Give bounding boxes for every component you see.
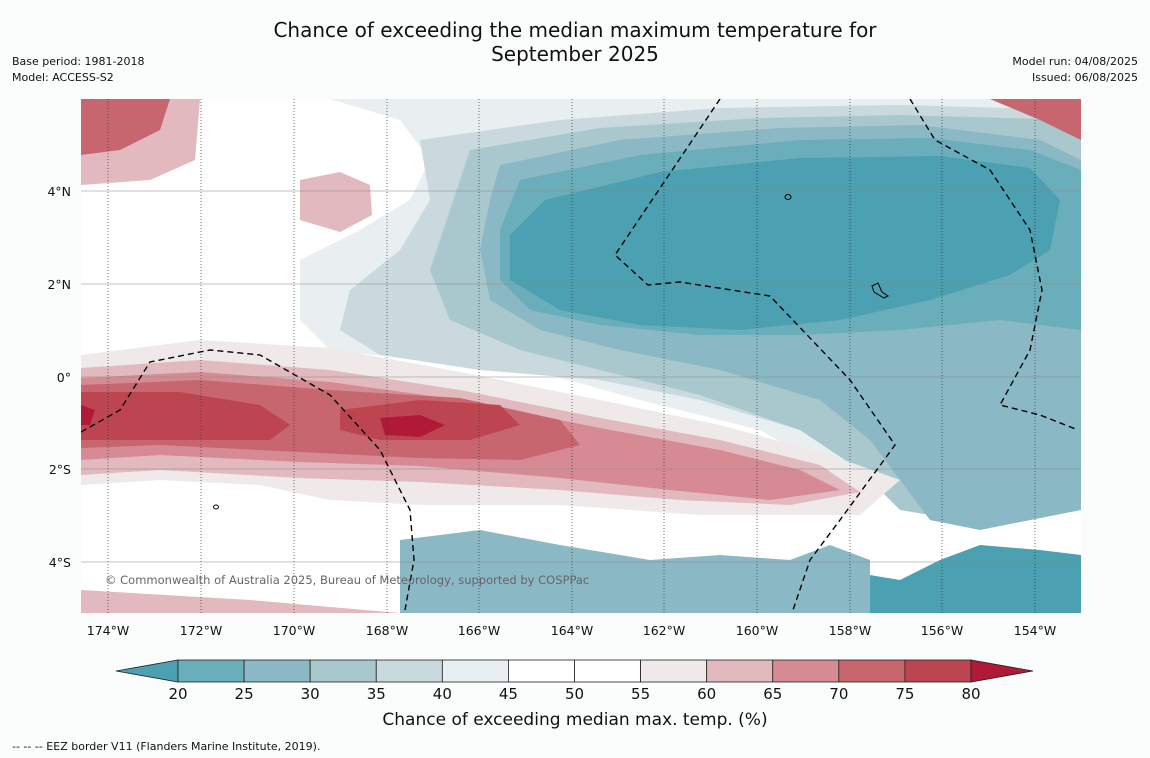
colorbar-tick-label: 20 — [168, 685, 187, 703]
lat-label: 2°N — [47, 277, 71, 292]
colorbar: 20 25 30 35 40 45 50 55 60 65 70 75 80 — [115, 659, 1034, 703]
colorbar-tick-label: 35 — [367, 685, 386, 703]
lon-label: 158°W — [829, 623, 871, 638]
zone-warm-southwest — [81, 590, 400, 613]
lon-label: 168°W — [366, 623, 408, 638]
colorbar-segment — [574, 659, 641, 683]
title-line-1: Chance of exceeding the median maximum t… — [273, 18, 877, 42]
lat-label: 0° — [57, 370, 71, 385]
eez-legend: -- -- -- EEZ border V11 (Flanders Marine… — [12, 740, 321, 753]
lon-label: 174°W — [87, 623, 129, 638]
colorbar-extend-low — [115, 659, 179, 683]
colorbar-extend-high — [970, 659, 1034, 683]
zone-warm-northeast — [990, 99, 1081, 140]
colorbar-tick-label: 50 — [565, 685, 584, 703]
base-info: Base period: 1981-2018 Model: ACCESS-S2 — [12, 54, 144, 86]
map-title: Chance of exceeding the median maximum t… — [0, 18, 1150, 66]
colorbar-segment — [508, 659, 575, 683]
lon-label: 156°W — [921, 623, 963, 638]
lon-label: 160°W — [736, 623, 778, 638]
colorbar-tick-label: 80 — [961, 685, 980, 703]
zone-warm-northwest-core — [81, 99, 170, 155]
lon-label: 154°W — [1014, 623, 1056, 638]
colorbar-tick-label: 60 — [697, 685, 716, 703]
colorbar-tick-label: 30 — [301, 685, 320, 703]
eez-borders — [81, 99, 1079, 611]
lon-label: 164°W — [551, 623, 593, 638]
lon-label: 172°W — [180, 623, 222, 638]
colorbar-tick-label: 75 — [895, 685, 914, 703]
colorbar-tick-label: 45 — [499, 685, 518, 703]
colorbar-segment — [772, 659, 840, 683]
lon-label: 162°W — [643, 623, 685, 638]
map-plot-area: © Commonwealth of Australia 2025, Bureau… — [81, 99, 1081, 613]
model-run: Model run: 04/08/2025 — [1012, 55, 1138, 68]
lon-label: 170°W — [273, 623, 315, 638]
colorbar-segment — [706, 659, 774, 683]
latitude-lines — [81, 190, 1081, 563]
model-name: Model: ACCESS-S2 — [12, 71, 114, 84]
lat-label: 4°N — [47, 184, 71, 199]
colorbar-segment — [243, 659, 311, 683]
colorbar-segment — [838, 659, 906, 683]
issued-date: Issued: 06/08/2025 — [1031, 71, 1138, 84]
colorbar-tick-label: 65 — [763, 685, 782, 703]
title-line-2: September 2025 — [491, 42, 659, 66]
colorbar-segment — [640, 659, 708, 683]
lat-label: 2°S — [49, 462, 71, 477]
longitude-labels: 174°W 172°W 170°W 168°W 166°W 164°W 162°… — [87, 623, 1056, 638]
islands — [213, 194, 889, 510]
colorbar-tick-label: 25 — [235, 685, 254, 703]
copyright-text: © Commonwealth of Australia 2025, Bureau… — [105, 573, 589, 587]
run-info: Model run: 04/08/2025 Issued: 06/08/2025 — [1012, 54, 1138, 86]
colorbar-tick-label: 70 — [829, 685, 848, 703]
colorbar-tick-label: 40 — [433, 685, 452, 703]
zone-20 — [510, 156, 1060, 330]
base-period: Base period: 1981-2018 — [12, 55, 145, 68]
lat-label: 4°S — [49, 555, 71, 570]
colorbar-segment — [441, 659, 509, 683]
zone-80 — [81, 405, 445, 437]
colorbar-segment — [177, 659, 245, 683]
zone-warm-north — [300, 172, 372, 232]
colorbar-tick-label: 55 — [631, 685, 650, 703]
colorbar-segment — [375, 659, 443, 683]
colorbar-segment — [309, 659, 377, 683]
latitude-labels: 4°N 2°N 0° 2°S 4°S — [47, 184, 71, 570]
zone-30-south — [400, 530, 870, 613]
colorbar-label: Chance of exceeding median max. temp. (%… — [382, 710, 768, 730]
lon-label: 166°W — [458, 623, 500, 638]
colorbar-segment — [904, 659, 972, 683]
